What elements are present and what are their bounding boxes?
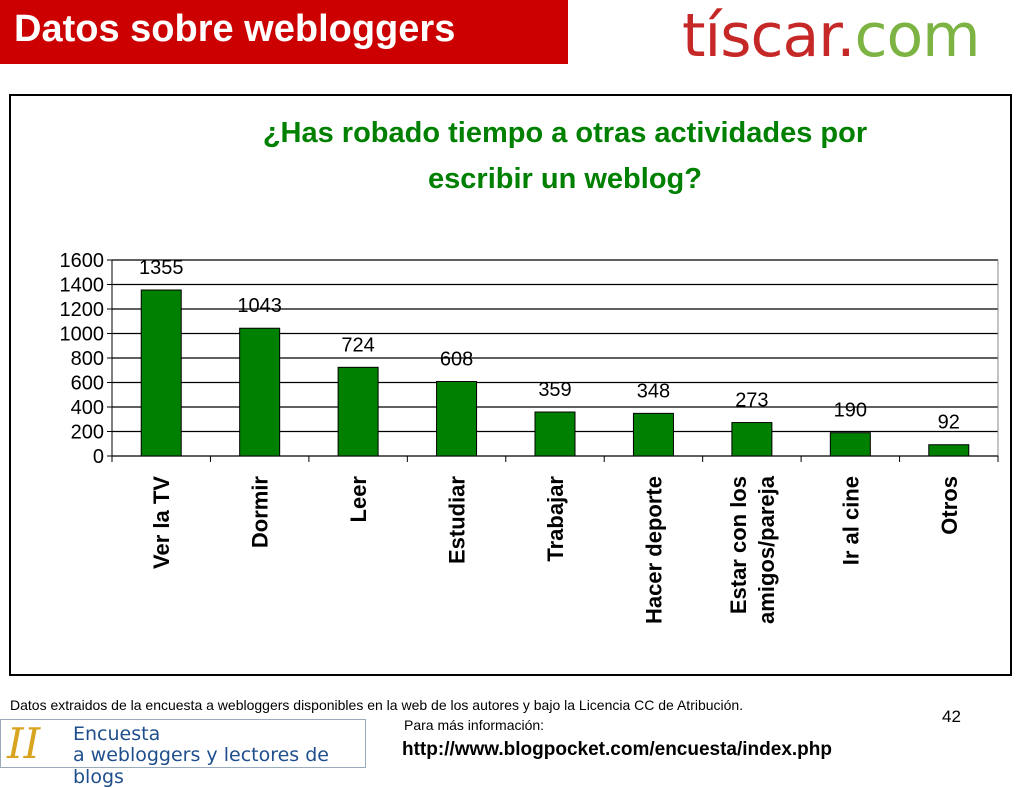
bar	[632, 412, 674, 457]
bar	[829, 432, 871, 457]
category-label: Estar con los	[726, 476, 751, 614]
source-note: Datos extraidos de la encuesta a weblogg…	[10, 697, 744, 713]
data-label: 92	[938, 412, 960, 434]
data-label: 1355	[139, 257, 184, 279]
category-label: Leer	[346, 476, 371, 523]
bar	[337, 366, 379, 457]
roman-numeral-logo: II	[7, 719, 41, 768]
chart-title-line: escribir un weblog?	[428, 163, 702, 195]
category-label: Ir al cine	[838, 476, 863, 565]
y-tick-label: 400	[71, 397, 104, 419]
banner-line-2: a webloggers y lectores de blogs	[73, 744, 329, 788]
bar	[140, 289, 182, 457]
y-tick-label: 0	[93, 446, 104, 468]
category-label: Ver la TV	[149, 476, 174, 569]
y-tick-label: 800	[71, 348, 104, 370]
survey-link[interactable]: http://www.blogpocket.com/encuesta/index…	[402, 739, 832, 760]
survey-banner[interactable]: II Encuesta a webloggers y lectores de b…	[0, 719, 366, 788]
data-label: 608	[440, 349, 473, 371]
y-tick-label: 1600	[60, 250, 105, 272]
more-info-label: Para más información:	[404, 717, 545, 733]
bar	[239, 327, 281, 457]
bar-chart: ¿Has robado tiempo a otras actividades p…	[60, 117, 999, 624]
banner-line-1: Encuesta	[73, 723, 161, 745]
y-tick-label: 1400	[60, 275, 105, 297]
y-tick-label: 1000	[60, 324, 105, 346]
title-bar: Datos sobre webloggers	[0, 0, 568, 64]
chart-frame: ¿Has robado tiempo a otras actividades p…	[9, 94, 1012, 676]
category-label: amigos/pareja	[754, 475, 779, 624]
bar	[534, 411, 576, 457]
category-label: Trabajar	[543, 476, 568, 562]
tiscar-logo[interactable]: tíscar.com	[682, 2, 1014, 70]
category-label: Estudiar	[445, 476, 470, 564]
logo-text-red: tíscar.	[682, 1, 855, 71]
category-label: Otros	[937, 476, 962, 535]
bar	[436, 381, 478, 457]
data-label: 724	[341, 334, 374, 356]
data-label: 190	[834, 400, 867, 422]
category-label: Dormir	[248, 476, 273, 549]
bar	[928, 444, 970, 457]
data-label: 1043	[237, 295, 282, 317]
category-label: Hacer deporte	[641, 476, 666, 624]
page-number: 42	[942, 707, 961, 726]
chart-title-line: ¿Has robado tiempo a otras actividades p…	[263, 117, 867, 149]
logo-text-green: com	[854, 1, 980, 71]
y-tick-label: 600	[71, 373, 104, 395]
y-tick-label: 1200	[60, 299, 105, 321]
y-tick-label: 200	[71, 422, 104, 444]
data-label: 273	[735, 390, 768, 412]
page-title: Datos sobre webloggers	[14, 8, 456, 50]
bar	[731, 422, 773, 457]
data-label: 359	[538, 379, 571, 401]
data-label: 348	[637, 380, 670, 402]
